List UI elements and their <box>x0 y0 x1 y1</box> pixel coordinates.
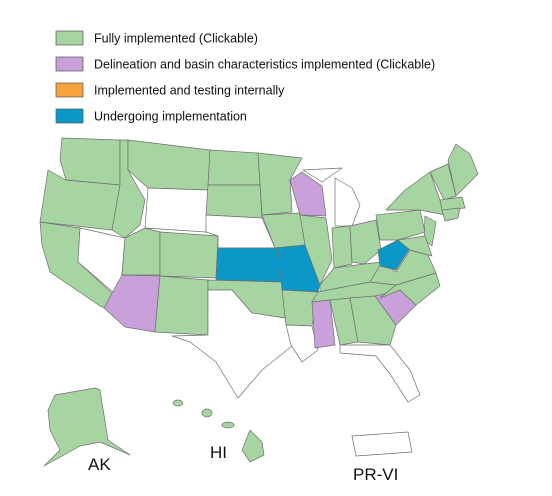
legend-label: Fully implemented (Clickable) <box>94 31 258 45</box>
state[interactable] <box>349 219 382 265</box>
state[interactable] <box>439 196 466 211</box>
state[interactable] <box>241 429 265 463</box>
state[interactable] <box>221 421 235 429</box>
state[interactable] <box>299 214 333 286</box>
legend: Fully implemented (Clickable) Delineation… <box>55 30 435 124</box>
state <box>334 177 361 227</box>
legend-swatch <box>55 82 84 98</box>
legend-label: Implemented and testing internally <box>94 83 285 97</box>
state[interactable] <box>349 295 397 346</box>
region-label: AK <box>88 455 111 474</box>
state[interactable] <box>59 137 121 186</box>
state[interactable] <box>159 231 219 279</box>
state[interactable] <box>205 184 263 219</box>
legend-label: Undergoing implementation <box>94 109 247 123</box>
state[interactable] <box>127 139 211 191</box>
state[interactable] <box>369 249 437 286</box>
state[interactable] <box>215 247 283 283</box>
state[interactable] <box>201 408 213 418</box>
state[interactable] <box>375 209 426 241</box>
state[interactable] <box>43 387 131 467</box>
territory <box>351 431 413 457</box>
legend-swatch <box>55 56 84 72</box>
state[interactable] <box>311 299 336 349</box>
legend-swatch <box>55 108 84 124</box>
state[interactable] <box>441 207 461 222</box>
state <box>339 344 421 403</box>
us-map <box>39 137 479 467</box>
state[interactable] <box>154 275 209 336</box>
legend-swatch <box>55 30 84 46</box>
state[interactable] <box>429 163 457 201</box>
state[interactable] <box>331 225 353 269</box>
state <box>171 289 293 399</box>
state[interactable] <box>257 152 303 216</box>
state[interactable] <box>377 239 411 271</box>
state <box>302 167 343 183</box>
state[interactable] <box>172 399 184 407</box>
region-label: PR-VI <box>353 465 398 484</box>
region-label: HI <box>210 443 227 462</box>
state[interactable] <box>289 171 327 217</box>
state[interactable] <box>397 235 433 257</box>
state <box>285 324 319 363</box>
state[interactable] <box>423 215 437 247</box>
legend-label: Delineation and basin characteristics im… <box>94 57 435 71</box>
state[interactable] <box>207 149 261 186</box>
state[interactable] <box>103 274 161 333</box>
state <box>144 187 209 233</box>
